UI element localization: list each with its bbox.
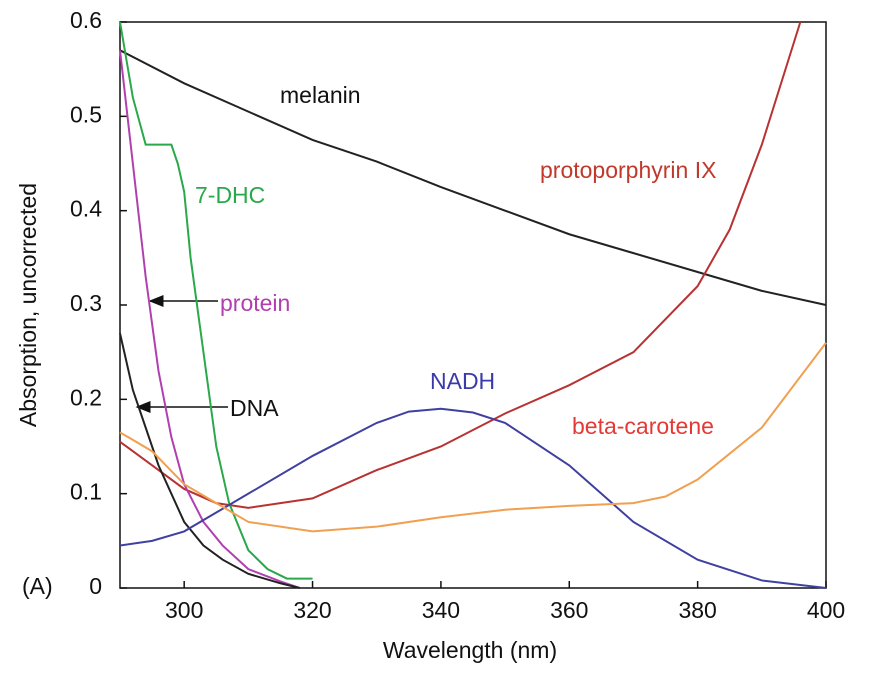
x-tick-label: 380 (678, 597, 716, 623)
series-line (119, 342, 827, 533)
y-axis-label: Absorption, uncorrected (15, 183, 41, 427)
series-label: protein (220, 290, 290, 316)
y-tick-label: 0.5 (70, 101, 102, 127)
series-label: 7-DHC (195, 182, 265, 208)
series-label: NADH (430, 368, 495, 394)
y-tick-label: 0.1 (70, 479, 102, 505)
series-label: beta-carotene (572, 413, 714, 439)
y-tick-label: 0.4 (70, 196, 102, 222)
series-label: protoporphyrin IX (540, 157, 716, 183)
series-line (119, 49, 827, 306)
x-tick-label: 400 (807, 597, 845, 623)
series-label: melanin (280, 82, 361, 108)
series-line (119, 333, 300, 589)
x-tick-label: 340 (422, 597, 460, 623)
x-tick-label: 360 (550, 597, 588, 623)
y-tick-label: 0.3 (70, 290, 102, 316)
series-line (119, 21, 802, 509)
x-tick-label: 300 (165, 597, 203, 623)
y-tick-label: 0.6 (70, 7, 102, 33)
y-tick-label: 0.2 (70, 384, 102, 410)
series-label: DNA (230, 395, 279, 421)
series-line (119, 50, 301, 589)
panel-label: (A) (22, 573, 53, 599)
y-tick-label: 0 (89, 573, 102, 599)
x-axis-label: Wavelength (nm) (383, 637, 557, 663)
series-line (119, 21, 313, 580)
series-line (119, 407, 827, 589)
x-tick-label: 320 (293, 597, 331, 623)
